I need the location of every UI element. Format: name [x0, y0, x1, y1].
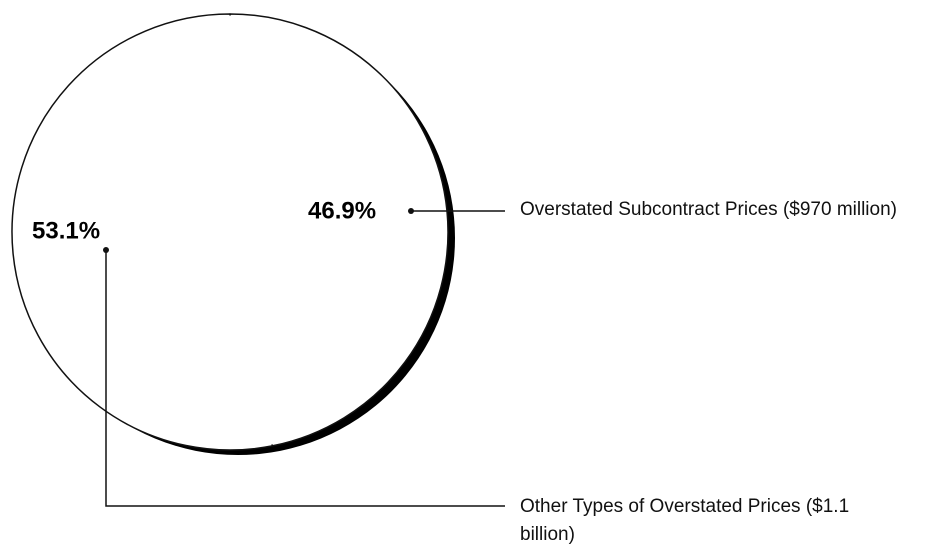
percent-label: 53.1%	[32, 217, 100, 244]
leader-line	[105, 250, 505, 507]
slice-label: Other Types of Overstated Prices ($1.1 b…	[520, 496, 850, 545]
percent-label: 46.9%	[308, 197, 376, 224]
pie-face	[13, 15, 447, 449]
slice-label: Overstated Subcontract Prices ($970 mill…	[520, 199, 897, 220]
